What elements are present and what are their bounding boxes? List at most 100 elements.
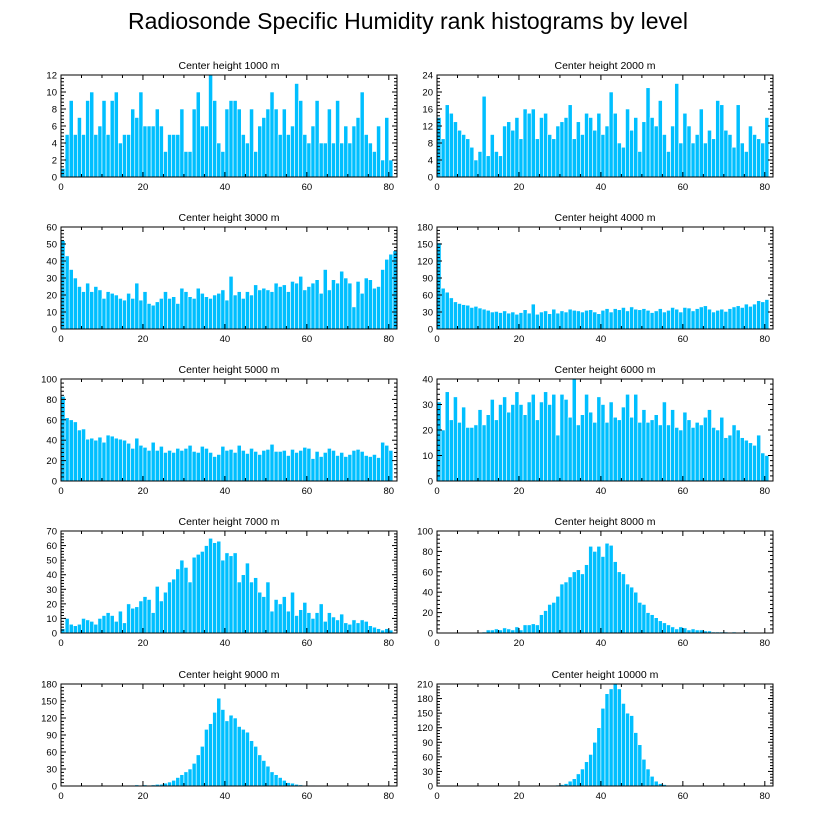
histogram-bar xyxy=(563,581,569,634)
histogram-bar xyxy=(563,399,569,482)
y-tick-label: 16 xyxy=(422,105,433,116)
histogram-bar xyxy=(629,715,634,787)
histogram-bar xyxy=(208,537,213,634)
x-tick-label: 0 xyxy=(434,486,439,497)
histogram-panel: Center height 7000 m 0 20 40 60 80 0 10 20 30 40 50… xyxy=(46,516,398,649)
histogram-bar xyxy=(331,450,336,482)
histogram-bar xyxy=(555,312,561,330)
histogram-bar xyxy=(208,298,213,330)
y-tick-label: 0 xyxy=(52,477,57,488)
histogram-bar xyxy=(727,434,733,482)
histogram-bar xyxy=(224,552,230,634)
histogram-bar xyxy=(351,450,357,482)
histogram-bar xyxy=(101,441,107,482)
y-tick-label: 90 xyxy=(46,731,57,742)
histogram-bar xyxy=(363,621,369,634)
histogram-bar xyxy=(286,782,291,787)
histogram-bar xyxy=(559,310,565,330)
histogram-bar xyxy=(485,155,491,178)
histogram-bar xyxy=(327,108,332,178)
y-tick-label: 10 xyxy=(46,88,57,99)
x-tick-label: 20 xyxy=(138,638,149,649)
y-tick-label: 210 xyxy=(417,680,433,691)
histogram-bar xyxy=(240,450,246,482)
histogram-bar xyxy=(649,419,655,482)
histogram-bar xyxy=(641,121,647,178)
histogram-bar xyxy=(232,294,238,330)
histogram-bar xyxy=(608,544,614,634)
x-tick-label: 20 xyxy=(514,791,525,802)
histogram-bar xyxy=(629,129,634,178)
histogram-bar xyxy=(64,134,70,178)
plot-frame xyxy=(436,683,774,787)
x-tick-label: 0 xyxy=(434,791,439,802)
histogram-bar xyxy=(539,614,544,634)
x-tick-label: 80 xyxy=(384,334,395,345)
histogram-bar xyxy=(253,746,258,787)
histogram-bar xyxy=(641,604,647,634)
histogram-bar xyxy=(277,451,283,482)
histogram-bar xyxy=(134,606,140,634)
x-tick-label: 80 xyxy=(760,638,771,649)
histogram-bar xyxy=(322,269,328,330)
histogram-bar xyxy=(302,602,308,634)
histogram-bar xyxy=(118,438,123,482)
histogram-bar xyxy=(657,308,663,330)
histogram-bar xyxy=(228,100,234,178)
histogram-bar xyxy=(592,311,598,330)
histogram-bar xyxy=(666,424,671,482)
histogram-bar xyxy=(526,401,532,482)
histogram-bar xyxy=(477,307,483,330)
histogram-bar xyxy=(355,622,361,634)
histogram-bar xyxy=(723,311,729,330)
histogram-bar xyxy=(760,452,766,482)
histogram-bar xyxy=(588,545,594,634)
histogram-bar xyxy=(216,142,222,178)
histogram-bar xyxy=(245,562,250,634)
histogram-bar xyxy=(146,125,152,178)
histogram-bar xyxy=(105,612,111,634)
histogram-bar xyxy=(457,422,462,482)
histogram-panel: Center height 6000 m 0 20 40 60 80 0 10 20 30 40 xyxy=(422,364,774,497)
histogram-bar xyxy=(392,250,398,330)
histogram-bar xyxy=(485,414,491,482)
y-tick-label: 12 xyxy=(422,122,433,133)
histogram-bar xyxy=(216,292,222,330)
histogram-bar xyxy=(314,612,320,634)
y-tick-label: 60 xyxy=(422,291,433,302)
histogram-bar xyxy=(154,108,160,178)
histogram-bar xyxy=(351,125,357,178)
histogram-bar xyxy=(662,401,667,482)
histogram-bar xyxy=(530,303,536,330)
histogram-bar xyxy=(183,448,189,482)
histogram-bar xyxy=(461,134,466,178)
y-tick-label: 10 xyxy=(46,308,57,319)
histogram-bar xyxy=(318,142,324,178)
histogram-bar xyxy=(649,312,655,330)
histogram-bar xyxy=(473,306,479,330)
histogram-bar xyxy=(530,108,536,178)
histogram-bar xyxy=(249,740,254,787)
histogram-bar xyxy=(68,269,74,330)
histogram-bar xyxy=(670,626,675,634)
histogram-bar xyxy=(163,291,168,330)
x-tick-label: 60 xyxy=(678,486,689,497)
histogram-bar xyxy=(343,277,349,330)
histogram-bar xyxy=(543,391,548,482)
histogram-bar xyxy=(514,391,520,482)
histogram-bar xyxy=(277,134,283,178)
histogram-bar xyxy=(224,720,230,787)
histogram-bar xyxy=(191,298,197,330)
histogram-bar xyxy=(249,448,254,482)
histogram-bar xyxy=(85,438,90,482)
histogram-bar xyxy=(187,768,193,787)
histogram-bar xyxy=(756,300,762,330)
histogram-bar xyxy=(547,134,553,178)
histogram-bar xyxy=(629,416,634,482)
histogram-bar xyxy=(444,391,450,482)
histogram-bar xyxy=(286,610,291,634)
histogram-bar xyxy=(539,117,544,178)
histogram-bar xyxy=(339,270,345,330)
y-tick-label: 0 xyxy=(52,782,57,793)
